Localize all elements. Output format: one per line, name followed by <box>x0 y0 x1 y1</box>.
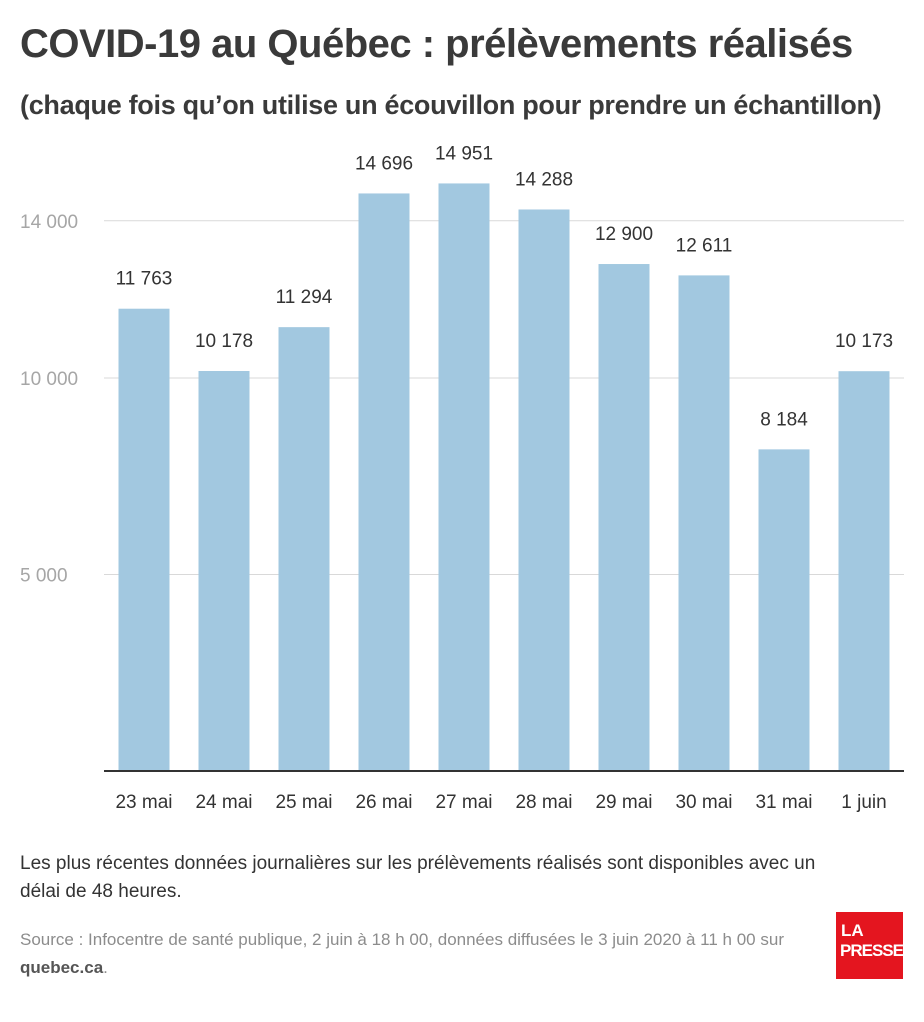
bar-value-label: 12 611 <box>676 235 733 256</box>
chart-title: COVID-19 au Québec : prélèvements réalis… <box>20 22 853 66</box>
x-tick-label: 1 juin <box>841 792 886 813</box>
bar <box>358 193 410 771</box>
bar-value-label: 8 184 <box>760 409 808 430</box>
bar-chart: 5 000 10 000 14 000 11 763 23 mai 10 178 24 ma… <box>20 143 904 813</box>
bar-value-label: 11 294 <box>276 287 333 308</box>
bar-value-label: 14 288 <box>515 169 573 190</box>
x-tick-label: 25 mai <box>275 792 332 813</box>
x-tick-label: 28 mai <box>515 792 572 813</box>
y-tick-label: 14 000 <box>20 212 78 233</box>
bar <box>438 183 490 771</box>
bar <box>838 371 890 771</box>
bar-value-label: 14 696 <box>355 153 413 174</box>
bar <box>198 371 250 771</box>
bar <box>678 275 730 771</box>
bar <box>598 264 650 771</box>
y-tick-label: 10 000 <box>20 369 78 390</box>
x-tick-label: 31 mai <box>755 792 812 813</box>
bar-value-label: 10 173 <box>835 331 893 352</box>
bar <box>758 449 810 771</box>
x-tick-label: 27 mai <box>435 792 492 813</box>
logo-line-1: LA <box>841 921 864 940</box>
x-tick-label: 24 mai <box>195 792 252 813</box>
bar <box>278 327 330 771</box>
bar-value-label: 14 951 <box>435 143 493 164</box>
bar-value-label: 10 178 <box>195 331 253 352</box>
x-tick-label: 29 mai <box>595 792 652 813</box>
bar <box>518 209 570 772</box>
x-tick-label: 23 mai <box>115 792 172 813</box>
x-tick-label: 30 mai <box>675 792 732 813</box>
data-delay-note: Les plus récentes données journalières s… <box>20 853 816 902</box>
la-presse-logo: LA PRESSE <box>836 912 904 979</box>
source-credit: Source : Infocentre de santé publique, 2… <box>20 926 840 982</box>
logo-line-2: PRESSE <box>840 941 904 960</box>
source-site-link[interactable]: quebec.ca <box>20 958 104 977</box>
x-tick-label: 26 mai <box>355 792 412 813</box>
bar <box>118 308 170 771</box>
source-end: . <box>103 958 108 977</box>
bar-value-label: 12 900 <box>595 224 653 245</box>
bar-value-label: 11 763 <box>116 269 173 290</box>
source-text: Source : Infocentre de santé publique, 2… <box>20 930 784 949</box>
y-tick-label: 5 000 <box>20 566 68 587</box>
chart-subtitle: (chaque fois qu’on utilise un écouvillon… <box>20 90 882 120</box>
